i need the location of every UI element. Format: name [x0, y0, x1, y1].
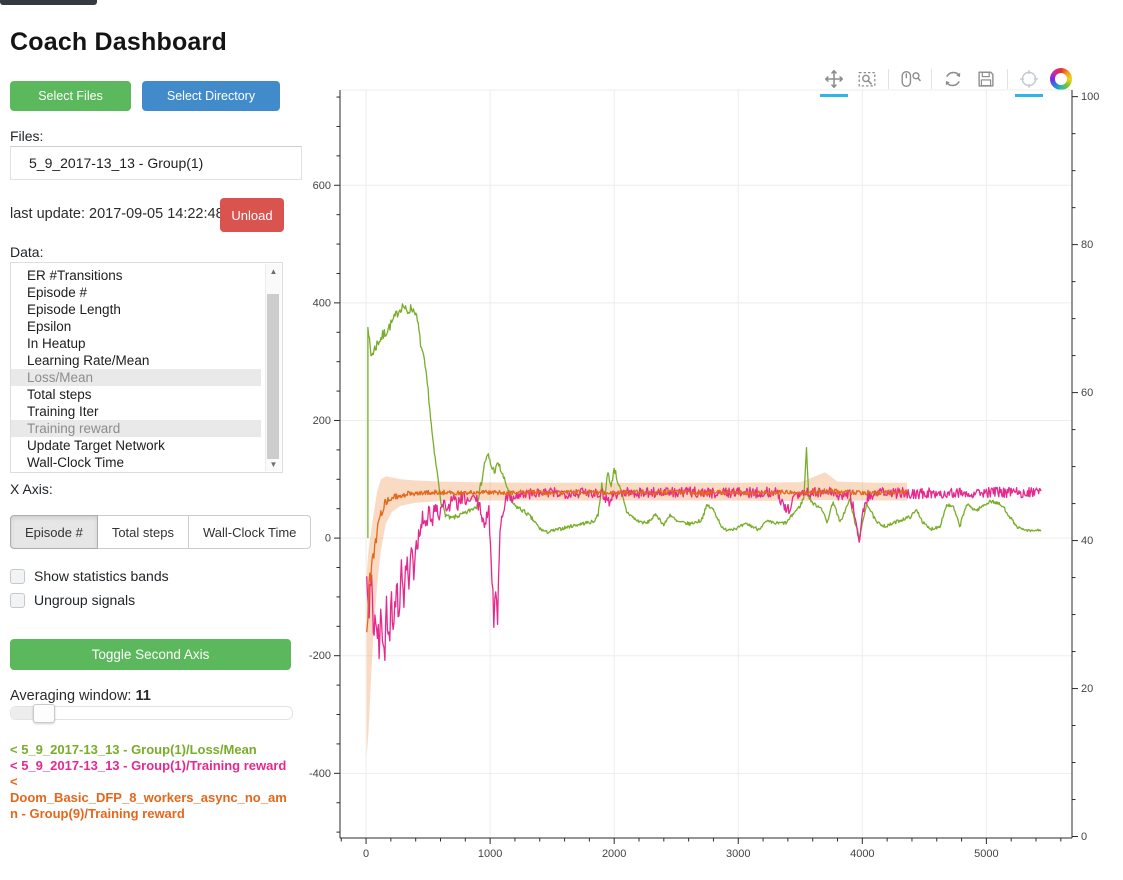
toolbar-separator: [1007, 69, 1008, 89]
y-left-tick-label: 600: [313, 180, 331, 192]
data-label: Data:: [10, 244, 44, 260]
y-right-tick-label: 0: [1081, 831, 1087, 843]
pan-icon: [824, 69, 844, 89]
files-label: Files:: [10, 128, 44, 144]
checkbox-box-icon[interactable]: [10, 592, 25, 608]
xaxis-button-wall-clock-time[interactable]: Wall-Clock Time: [188, 515, 312, 549]
tool-wheel-zoom[interactable]: [898, 67, 922, 91]
page-title: Coach Dashboard: [10, 27, 227, 56]
x-axis-button-group: Episode # Total steps Wall-Clock Time: [10, 515, 312, 549]
chart-legend: < 5_9_2017-13_13 - Group(1)/Loss/Mean < 5…: [10, 742, 292, 822]
bokeh-logo-icon[interactable]: [1050, 68, 1072, 90]
y-right-tick-label: 40: [1081, 535, 1093, 547]
data-option-episode[interactable]: Episode #: [27, 285, 88, 300]
y-left-tick-label: -200: [309, 650, 331, 662]
plot-outline: [339, 89, 1073, 839]
data-option-episode-length[interactable]: Episode Length: [27, 302, 121, 317]
series-line: [367, 303, 1042, 539]
data-listbox[interactable]: ▲ ▼ ER #Transitions Episode # Episode Leng…: [10, 262, 283, 473]
plot-canvas[interactable]: 0 1000 2000 3000 4000 5000 -400 -200 0 200 400 600 0…: [300, 85, 1100, 875]
y-left-tick-label: 200: [313, 415, 331, 427]
y-right-tick-label: 20: [1081, 683, 1093, 695]
averaging-window-label: Averaging window: 11: [10, 688, 151, 704]
checkbox-box-icon[interactable]: [10, 568, 25, 584]
data-option-training-reward[interactable]: Training reward: [11, 420, 261, 437]
data-option-training-iter[interactable]: Training Iter: [27, 404, 99, 419]
y-left-tick-label: 400: [313, 297, 331, 309]
averaging-window-value: 11: [135, 688, 151, 704]
checkbox-label: Ungroup signals: [34, 592, 136, 608]
top-left-artifact: [0, 0, 97, 5]
series-line: [366, 487, 908, 633]
tool-box-zoom[interactable]: [855, 67, 879, 91]
data-option-wall-clock-time[interactable]: Wall-Clock Time: [27, 455, 125, 470]
legend-entry: < Doom_Basic_DFP_8_workers_async_no_amn …: [10, 774, 287, 821]
plot-toolbar: [820, 64, 1072, 97]
averaging-window-slider[interactable]: [10, 704, 293, 723]
x-tick-label: 1000: [478, 848, 502, 860]
data-option-in-heatup[interactable]: In Heatup: [27, 336, 86, 351]
x-tick-label: 2000: [602, 848, 626, 860]
last-update-text: last update: 2017-09-05 14:22:48: [10, 206, 224, 222]
y-left-tick-label: -400: [309, 768, 331, 780]
checkbox-ungroup-signals[interactable]: Ungroup signals: [10, 592, 169, 608]
data-option-epsilon[interactable]: Epsilon: [27, 319, 72, 334]
data-option-total-steps[interactable]: Total steps: [27, 387, 92, 402]
chart-area[interactable]: 0 1000 2000 3000 4000 5000 -400 -200 0 200 400 600 0…: [300, 85, 1100, 875]
legend-entry: < 5_9_2017-13_13 - Group(1)/Loss/Mean: [10, 742, 257, 757]
scrollbar-thumb[interactable]: [267, 294, 279, 459]
checkbox-group: Show statistics bands Ungroup signals: [10, 568, 169, 608]
xaxis-button-total-steps[interactable]: Total steps: [97, 515, 189, 549]
scrollbar-down-arrow-icon[interactable]: ▼: [269, 459, 278, 469]
series-band: [366, 472, 907, 756]
tool-hover[interactable]: [1015, 67, 1043, 97]
files-listbox[interactable]: 5_9_2017-13_13 - Group(1): [10, 146, 302, 180]
file-option-5-9-2017-13-13-group-1[interactable]: 5_9_2017-13_13 - Group(1): [29, 155, 204, 171]
box-zoom-icon: [858, 71, 876, 87]
data-option-update-target-network[interactable]: Update Target Network: [27, 438, 165, 453]
toolbar-separator: [888, 69, 889, 89]
legend-entry: < 5_9_2017-13_13 - Group(1)/Training rew…: [10, 758, 287, 773]
select-directory-button[interactable]: Select Directory: [142, 81, 280, 111]
x-axis-label: X Axis:: [10, 481, 53, 497]
unload-button[interactable]: Unload: [220, 198, 284, 232]
reset-icon: [945, 71, 961, 87]
toggle-second-axis-button[interactable]: Toggle Second Axis: [10, 639, 291, 670]
slider-handle[interactable]: [33, 704, 55, 723]
tool-save[interactable]: [974, 67, 998, 91]
data-option-er-transitions[interactable]: ER #Transitions: [27, 268, 123, 283]
x-tick-label: 5000: [974, 848, 998, 860]
data-list-scrollbar[interactable]: ▲ ▼: [265, 264, 281, 471]
x-tick-label: 4000: [850, 848, 874, 860]
y-right-tick-label: 100: [1081, 91, 1099, 103]
active-tool-underline: [1015, 94, 1043, 97]
active-tool-underline: [820, 94, 848, 97]
scrollbar-up-arrow-icon[interactable]: ▲: [269, 266, 278, 276]
y-right-tick-label: 80: [1081, 239, 1093, 251]
data-option-learning-rate-mean[interactable]: Learning Rate/Mean: [27, 353, 150, 368]
averaging-window-text: Averaging window:: [10, 688, 132, 704]
wheel-zoom-icon: [901, 70, 921, 88]
data-option-loss-mean[interactable]: Loss/Mean: [11, 369, 261, 386]
tool-pan[interactable]: [820, 67, 848, 97]
save-icon: [978, 71, 994, 87]
x-tick-label: 0: [363, 848, 369, 860]
select-files-button[interactable]: Select Files: [10, 81, 131, 111]
hover-icon: [1020, 70, 1038, 88]
y-right-tick-label: 60: [1081, 387, 1093, 399]
checkbox-show-statistics-bands[interactable]: Show statistics bands: [10, 568, 169, 584]
toolbar-separator: [931, 69, 932, 89]
y-left-tick-label: 0: [325, 533, 331, 545]
checkbox-label: Show statistics bands: [34, 568, 169, 584]
xaxis-button-episode[interactable]: Episode #: [10, 515, 98, 549]
x-tick-label: 3000: [726, 848, 750, 860]
tool-reset[interactable]: [941, 67, 965, 91]
